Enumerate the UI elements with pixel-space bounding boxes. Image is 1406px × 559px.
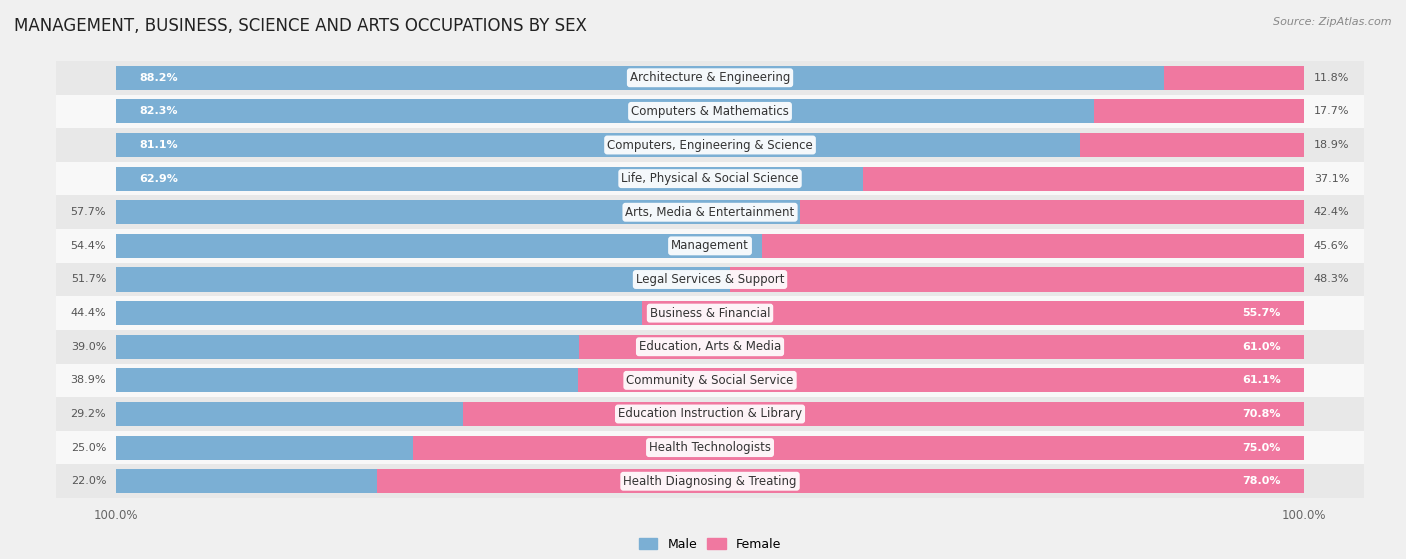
- Bar: [56, 94, 1364, 128]
- Text: 78.0%: 78.0%: [1241, 476, 1281, 486]
- Bar: [115, 435, 413, 459]
- Bar: [56, 397, 1364, 431]
- Text: Legal Services & Support: Legal Services & Support: [636, 273, 785, 286]
- Text: 61.1%: 61.1%: [1241, 376, 1281, 385]
- Text: 22.0%: 22.0%: [70, 476, 107, 486]
- Text: Computers, Engineering & Science: Computers, Engineering & Science: [607, 139, 813, 151]
- Text: 75.0%: 75.0%: [1243, 443, 1281, 453]
- Text: 54.4%: 54.4%: [70, 241, 107, 251]
- Text: Architecture & Engineering: Architecture & Engineering: [630, 71, 790, 84]
- Text: Community & Social Service: Community & Social Service: [626, 374, 794, 387]
- Bar: [115, 301, 644, 325]
- Text: 17.7%: 17.7%: [1313, 106, 1350, 116]
- Bar: [56, 196, 1364, 229]
- Bar: [56, 128, 1364, 162]
- Text: MANAGEMENT, BUSINESS, SCIENCE AND ARTS OCCUPATIONS BY SEX: MANAGEMENT, BUSINESS, SCIENCE AND ARTS O…: [14, 17, 586, 35]
- Text: Computers & Mathematics: Computers & Mathematics: [631, 105, 789, 118]
- Text: 62.9%: 62.9%: [139, 174, 179, 183]
- Bar: [377, 469, 1305, 494]
- Text: 18.9%: 18.9%: [1313, 140, 1350, 150]
- Text: 81.1%: 81.1%: [139, 140, 179, 150]
- Bar: [115, 234, 762, 258]
- Text: Health Diagnosing & Treating: Health Diagnosing & Treating: [623, 475, 797, 488]
- Bar: [56, 61, 1364, 94]
- Bar: [762, 234, 1305, 258]
- Bar: [56, 465, 1364, 498]
- Bar: [56, 296, 1364, 330]
- Text: 37.1%: 37.1%: [1313, 174, 1350, 183]
- Bar: [56, 162, 1364, 196]
- Bar: [413, 435, 1305, 459]
- Text: 61.0%: 61.0%: [1241, 342, 1281, 352]
- Text: Arts, Media & Entertainment: Arts, Media & Entertainment: [626, 206, 794, 219]
- Bar: [115, 167, 863, 191]
- Bar: [730, 267, 1305, 292]
- Text: 57.7%: 57.7%: [70, 207, 107, 217]
- Text: 11.8%: 11.8%: [1313, 73, 1350, 83]
- Bar: [115, 65, 1164, 90]
- Text: 70.8%: 70.8%: [1241, 409, 1281, 419]
- Bar: [56, 330, 1364, 363]
- Text: Source: ZipAtlas.com: Source: ZipAtlas.com: [1274, 17, 1392, 27]
- Text: Education Instruction & Library: Education Instruction & Library: [619, 408, 801, 420]
- Bar: [115, 335, 579, 359]
- Text: 39.0%: 39.0%: [70, 342, 107, 352]
- Bar: [800, 200, 1305, 224]
- Bar: [578, 368, 1305, 392]
- Bar: [115, 469, 377, 494]
- Bar: [1094, 100, 1305, 124]
- Bar: [115, 133, 1080, 157]
- Text: Health Technologists: Health Technologists: [650, 441, 770, 454]
- Text: Management: Management: [671, 239, 749, 252]
- Bar: [56, 363, 1364, 397]
- Bar: [1164, 65, 1305, 90]
- Bar: [643, 301, 1305, 325]
- Bar: [863, 167, 1305, 191]
- Text: Education, Arts & Media: Education, Arts & Media: [638, 340, 782, 353]
- Bar: [56, 263, 1364, 296]
- Bar: [56, 431, 1364, 465]
- Legend: Male, Female: Male, Female: [638, 538, 782, 551]
- Bar: [56, 229, 1364, 263]
- Text: 48.3%: 48.3%: [1313, 274, 1350, 285]
- Text: Life, Physical & Social Science: Life, Physical & Social Science: [621, 172, 799, 185]
- Text: 51.7%: 51.7%: [70, 274, 107, 285]
- Bar: [115, 267, 730, 292]
- Bar: [579, 335, 1305, 359]
- Text: 44.4%: 44.4%: [70, 308, 107, 318]
- Bar: [115, 100, 1094, 124]
- Text: 88.2%: 88.2%: [139, 73, 179, 83]
- Bar: [1080, 133, 1305, 157]
- Text: 45.6%: 45.6%: [1313, 241, 1350, 251]
- Text: 29.2%: 29.2%: [70, 409, 107, 419]
- Bar: [463, 402, 1305, 426]
- Text: 25.0%: 25.0%: [70, 443, 107, 453]
- Bar: [115, 402, 463, 426]
- Bar: [115, 200, 801, 224]
- Text: 42.4%: 42.4%: [1313, 207, 1350, 217]
- Bar: [115, 368, 578, 392]
- Text: 82.3%: 82.3%: [139, 106, 179, 116]
- Text: 55.7%: 55.7%: [1243, 308, 1281, 318]
- Text: 38.9%: 38.9%: [70, 376, 107, 385]
- Text: Business & Financial: Business & Financial: [650, 307, 770, 320]
